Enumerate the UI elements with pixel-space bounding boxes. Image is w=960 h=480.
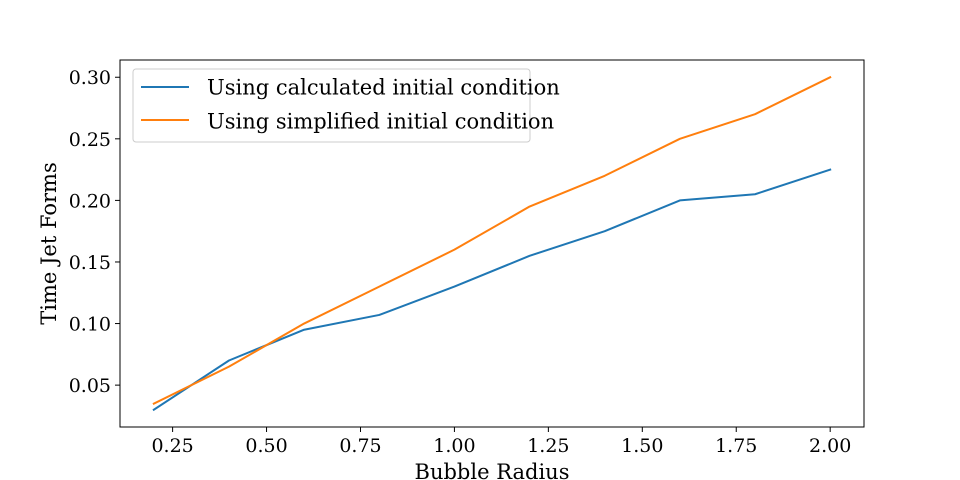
x-tick-label: 1.75 (715, 435, 757, 457)
x-tick-label: 1.50 (621, 435, 663, 457)
x-tick-label: 0.25 (151, 435, 193, 457)
y-tick-label: 0.15 (69, 252, 111, 274)
x-tick-label: 0.75 (339, 435, 381, 457)
x-axis: 0.25 0.50 0.75 1.00 1.25 1.50 1.75 2.00 (151, 427, 851, 457)
plot-frame (119, 59, 865, 428)
x-axis-label: Bubble Radius (415, 460, 570, 480)
series-line-2 (152, 75, 832, 405)
y-tick-label: 0.25 (69, 129, 111, 151)
x-tick-label: 1.25 (527, 435, 569, 457)
y-tick-label: 0.30 (69, 67, 111, 89)
legend-label-simplified: Using simplified initial condition (207, 110, 554, 134)
y-axis-label: Time Jet Forms (37, 162, 61, 325)
x-tick-label: 1.00 (433, 435, 475, 457)
legend-box (132, 68, 531, 143)
y-tick-label: 0.05 (69, 375, 111, 397)
y-tick-label: 0.10 (69, 314, 111, 336)
legend: Using calculated initial condition Using… (132, 68, 560, 143)
y-tick-label: 0.20 (69, 190, 111, 212)
series-layer (152, 75, 832, 412)
legend-label-calculated: Using calculated initial condition (207, 76, 560, 100)
x-tick-label: 0.50 (245, 435, 287, 457)
y-axis: 0.05 0.10 0.15 0.20 0.25 0.30 (69, 67, 120, 397)
x-tick-label: 2.00 (809, 435, 851, 457)
